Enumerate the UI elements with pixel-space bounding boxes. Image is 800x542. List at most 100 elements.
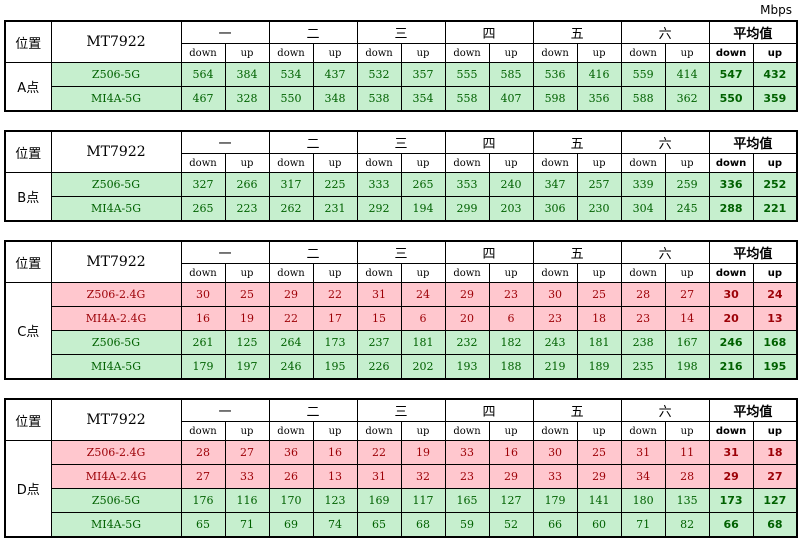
- value-cell: 243: [532, 330, 578, 355]
- subheader: up: [224, 153, 270, 173]
- data-row: MI4A-5G 65 71 69 74 65 68 59 52 66 60 71 82 66 68: [5, 512, 798, 538]
- value-cell: 299: [444, 196, 490, 222]
- value-cell: 238: [620, 330, 666, 355]
- subheader-row: down up down up down up down up down up down up down…: [5, 153, 798, 173]
- value-cell: 13: [752, 306, 798, 331]
- day-header: 三: [356, 20, 446, 44]
- model-header: MT7922: [50, 240, 182, 283]
- device-name: MI4A-5G: [50, 86, 182, 112]
- subheader: down: [708, 43, 754, 63]
- day-header: 五: [532, 398, 622, 422]
- value-cell: 11: [664, 440, 710, 465]
- value-cell: 68: [752, 512, 798, 538]
- value-cell: 14: [664, 306, 710, 331]
- avg-header: 平均值: [708, 240, 798, 264]
- data-row: A点 Z506-5G 564 384 534 437 532 357 555 585 536 416 5…: [4, 62, 798, 112]
- day-header: 五: [532, 20, 622, 44]
- subheader: down: [444, 153, 490, 173]
- value-cell: 179: [180, 354, 226, 380]
- value-cell: 195: [752, 354, 798, 380]
- subheader: down: [356, 43, 402, 63]
- value-cell: 24: [400, 282, 446, 307]
- subheader: down: [356, 421, 402, 441]
- day-header: 六: [620, 398, 710, 422]
- value-cell: 32: [400, 464, 446, 489]
- value-cell: 23: [532, 306, 578, 331]
- value-cell: 29: [268, 282, 314, 307]
- value-cell: 65: [356, 512, 402, 538]
- position-header: 位置: [4, 398, 52, 441]
- subheader: up: [224, 43, 270, 63]
- value-cell: 28: [620, 282, 666, 307]
- position-label: D点: [4, 440, 52, 538]
- value-cell: 6: [488, 306, 534, 331]
- header-row: 位置 MT7922 一二三四五六平均值: [4, 398, 798, 441]
- subheader: up: [400, 263, 446, 283]
- day-header: 四: [444, 130, 534, 154]
- subheader: down: [532, 421, 578, 441]
- subheader: up: [400, 43, 446, 63]
- subheader: down: [268, 263, 314, 283]
- value-cell: 194: [400, 196, 446, 222]
- value-cell: 223: [224, 196, 270, 222]
- value-cell: 68: [400, 512, 446, 538]
- day-header: 五: [532, 130, 622, 154]
- day-header: 二: [268, 20, 358, 44]
- subheader: down: [532, 153, 578, 173]
- value-cell: 327: [180, 172, 226, 197]
- value-cell: 176: [180, 488, 226, 513]
- value-cell: 585: [488, 62, 534, 87]
- value-cell: 20: [708, 306, 754, 331]
- value-cell: 261: [180, 330, 226, 355]
- subheader: up: [312, 263, 358, 283]
- data-row: C点 Z506-2.4G 30 25 29 22 31 24 29 23 30 25 28 27 30 24: [4, 282, 798, 380]
- value-cell: 27: [180, 464, 226, 489]
- value-cell: 19: [224, 306, 270, 331]
- value-cell: 82: [664, 512, 710, 538]
- value-cell: 357: [400, 62, 446, 87]
- day-header: 一: [180, 130, 270, 154]
- data-row: MI4A-2.4G 16 19 22 17 15 6 20 6 23 18 23 14 20 13: [5, 306, 798, 331]
- model-header: MT7922: [50, 398, 182, 441]
- value-cell: 348: [312, 86, 358, 112]
- device-name: Z506-5G: [50, 488, 182, 513]
- day-header: 五: [532, 240, 622, 264]
- data-row: B点 Z506-5G 327 266 317 225 333 265 353 240 347 257 3…: [4, 172, 798, 222]
- value-cell: 225: [312, 172, 358, 197]
- value-cell: 288: [708, 196, 754, 222]
- value-cell: 414: [664, 62, 710, 87]
- position-label: C点: [4, 282, 52, 380]
- value-cell: 29: [576, 464, 622, 489]
- data-row: D点 Z506-2.4G 28 27 36 16 22 19 33 16 30 25 31 11 31 18: [4, 440, 798, 538]
- value-cell: 71: [620, 512, 666, 538]
- value-cell: 36: [268, 440, 314, 465]
- day-header: 三: [356, 240, 446, 264]
- value-cell: 195: [312, 354, 358, 380]
- value-cell: 181: [400, 330, 446, 355]
- position-header: 位置: [4, 130, 52, 173]
- value-cell: 197: [224, 354, 270, 380]
- value-cell: 18: [576, 306, 622, 331]
- data-row: Z506-5G 176 116 170 123 169 117 165 127 179 141 180…: [5, 488, 798, 513]
- device-name: Z506-5G: [50, 330, 182, 355]
- avg-header: 平均值: [708, 20, 798, 44]
- value-cell: 259: [664, 172, 710, 197]
- value-cell: 31: [356, 464, 402, 489]
- value-cell: 30: [180, 282, 226, 307]
- value-cell: 240: [488, 172, 534, 197]
- day-header: 六: [620, 240, 710, 264]
- day-header: 三: [356, 398, 446, 422]
- subheader: up: [576, 263, 622, 283]
- subheader: up: [664, 153, 710, 173]
- device-name: MI4A-2.4G: [50, 306, 182, 331]
- value-cell: 141: [576, 488, 622, 513]
- data-row: MI4A-5G 179 197 246 195 226 202 193 188 219 189 235…: [5, 354, 798, 380]
- value-cell: 23: [444, 464, 490, 489]
- value-cell: 18: [752, 440, 798, 465]
- subheader-row: down up down up down up down up down up down up down…: [5, 43, 798, 63]
- value-cell: 362: [664, 86, 710, 112]
- value-cell: 237: [356, 330, 402, 355]
- value-cell: 216: [708, 354, 754, 380]
- value-cell: 28: [664, 464, 710, 489]
- value-cell: 359: [752, 86, 798, 112]
